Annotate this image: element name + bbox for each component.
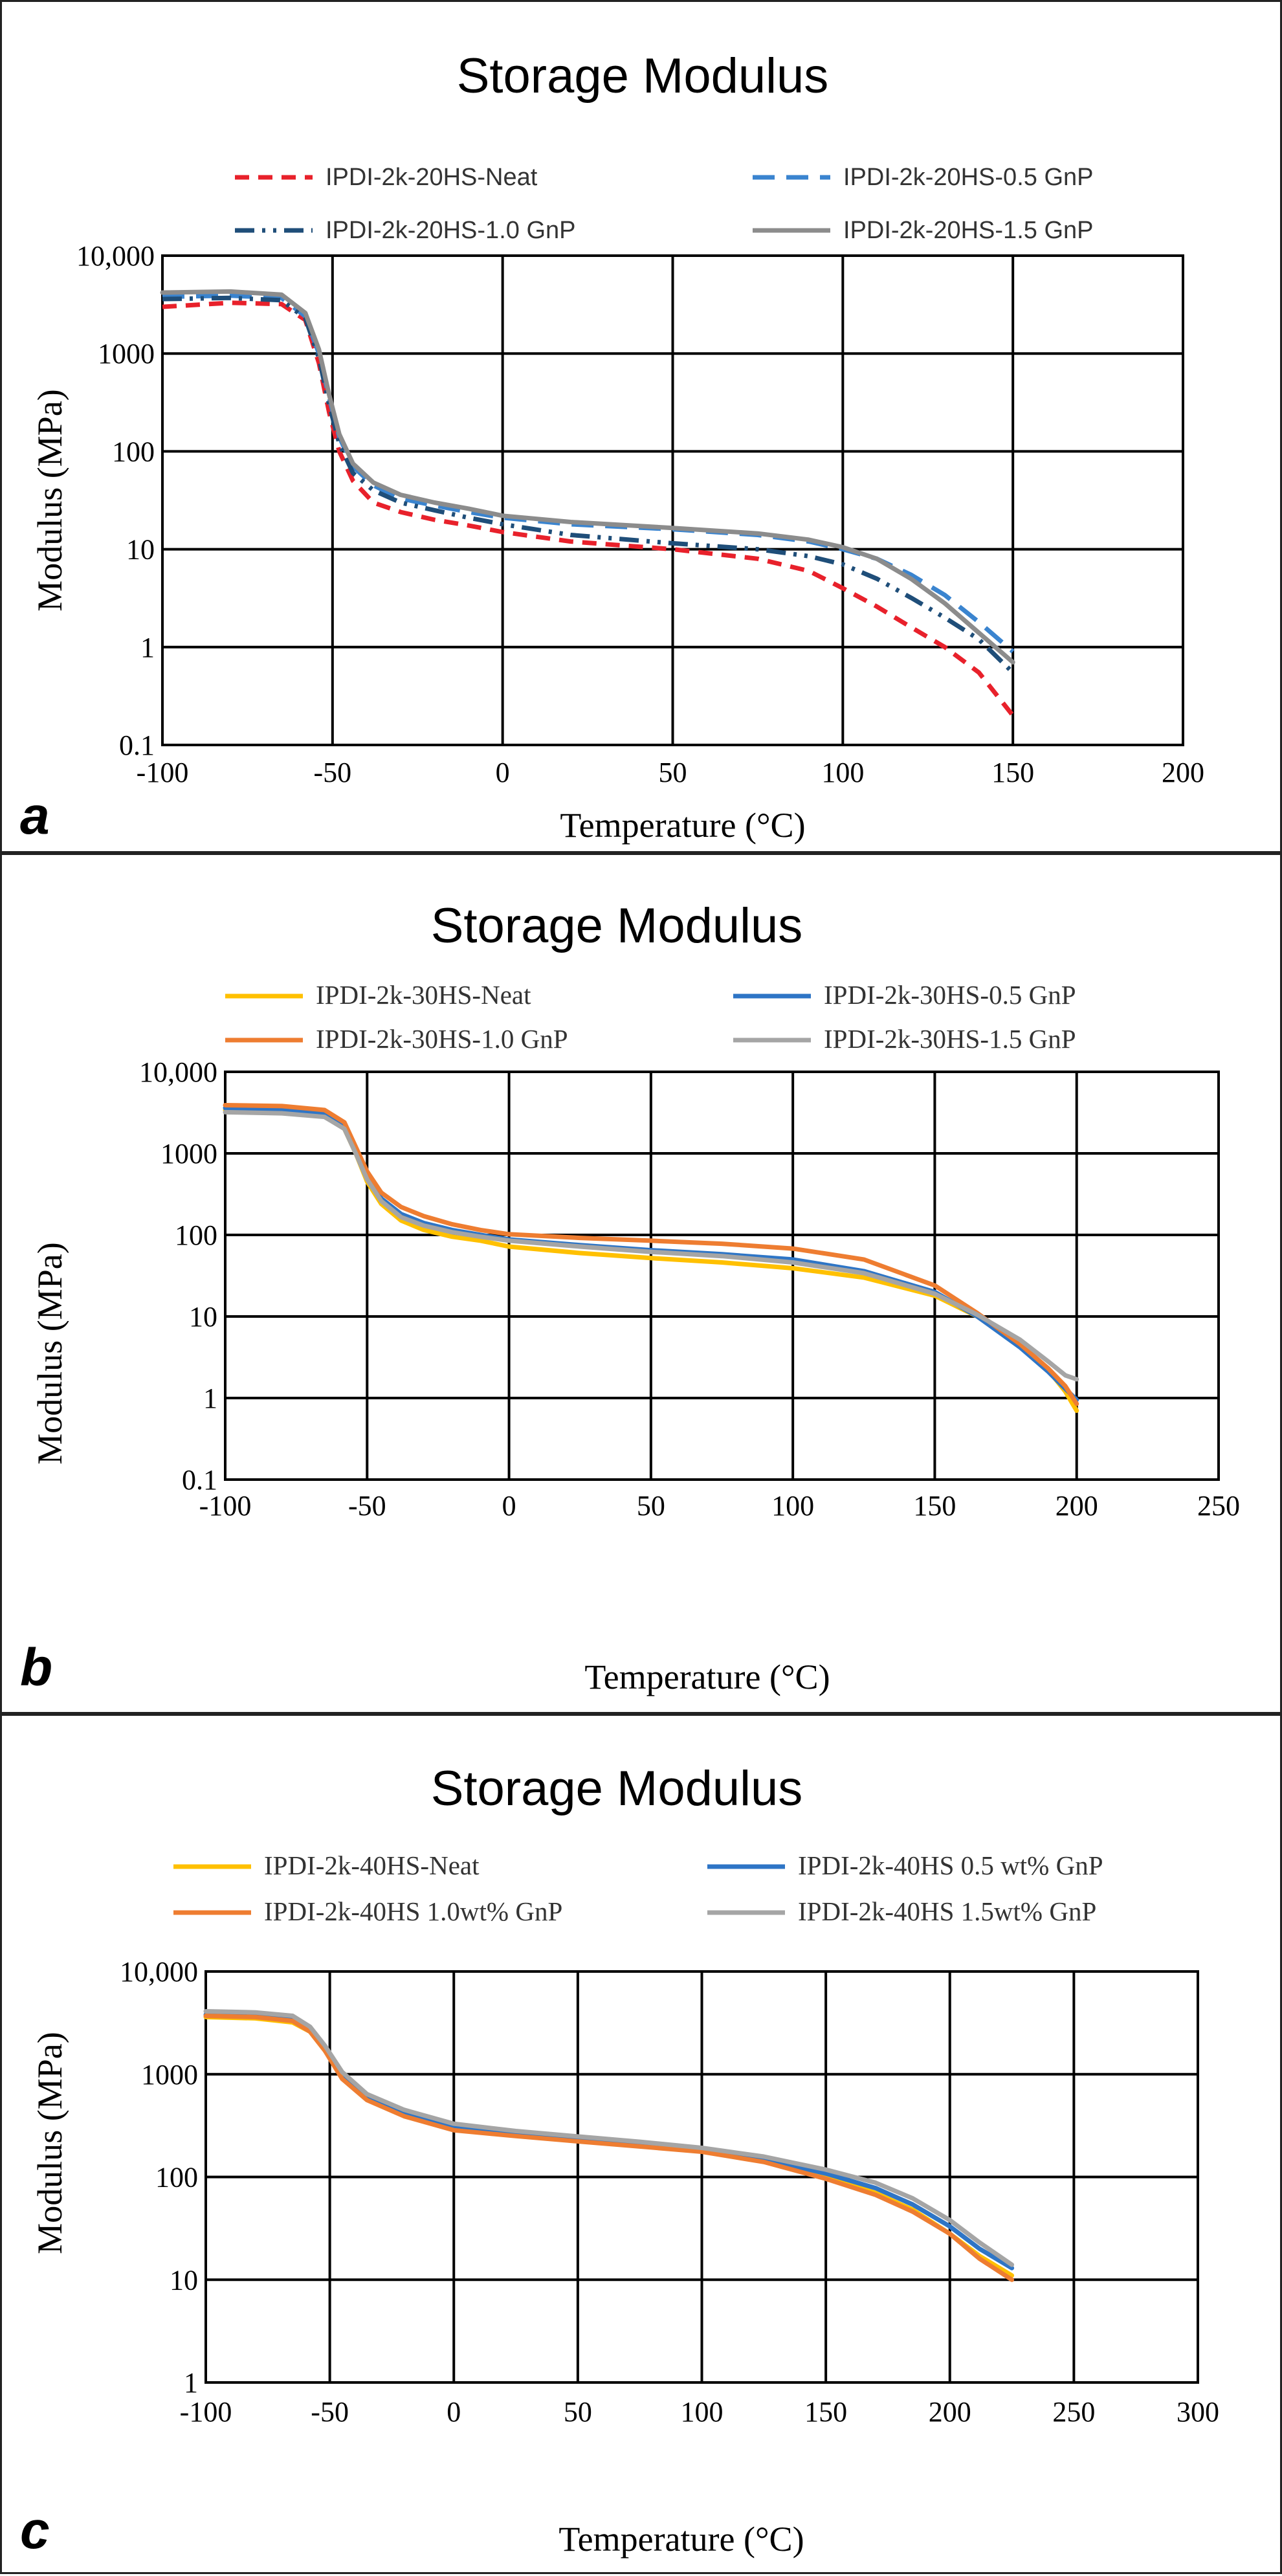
plot-area: -100 -50 0 50 100 150 200 250 300 1 10 100 1000 10,00…	[120, 1956, 1219, 2428]
x-tick-label: 100	[821, 757, 864, 788]
x-tick-label: 150	[991, 757, 1034, 788]
x-tick-label: 0	[502, 1490, 516, 1522]
chart-panel-a: Storage Modulus IPDI-2k-20HS-Neat IPDI-2k…	[0, 0, 1282, 853]
y-tick-label: 1000	[160, 1138, 217, 1170]
panel-label: c	[20, 2501, 50, 2560]
chart-svg-b: Storage Modulus IPDI-2k-30HS-Neat IPDI-2k…	[20, 898, 1240, 1697]
x-tick-label: 200	[1055, 1490, 1098, 1522]
chart-panel-c: Storage Modulus IPDI-2k-40HS-Neat IPDI-2k…	[0, 1714, 1282, 2574]
chart-title: Storage Modulus	[431, 1761, 803, 1816]
x-tick-label: 250	[1197, 1490, 1240, 1522]
x-tick-label: 50	[564, 2396, 592, 2428]
legend-label: IPDI-2k-30HS-1.0 GnP	[316, 1024, 568, 1054]
y-tick-label: 1	[184, 2367, 198, 2399]
y-tick-label: 100	[175, 1219, 217, 1251]
series-line-2	[203, 2014, 1015, 2282]
legend-label: IPDI-2k-40HS 0.5 wt% GnP	[798, 1850, 1103, 1880]
plot-area: -100 -50 0 50 100 150 200 0.1 1 10 100 1000 10,000	[76, 240, 1204, 788]
series-line-3	[203, 2009, 1015, 2267]
x-tick-label: 100	[771, 1490, 814, 1522]
x-tick-label: 250	[1052, 2396, 1095, 2428]
x-tick-label: -50	[348, 1490, 386, 1522]
panel-label: a	[20, 786, 50, 845]
y-tick-label: 10	[170, 2264, 198, 2296]
series-line-1	[162, 293, 1015, 654]
y-tick-label: 0.1	[182, 1464, 217, 1496]
legend: IPDI-2k-40HS-Neat IPDI-2k-40HS 0.5 wt% Gn…	[173, 1850, 1103, 1926]
legend: IPDI-2k-30HS-Neat IPDI-2k-30HS-0.5 GnP IPD…	[225, 980, 1076, 1054]
legend-label: IPDI-2k-20HS-0.5 GnP	[843, 164, 1093, 191]
chart-title: Storage Modulus	[431, 898, 803, 953]
y-axis-label: Modulus (MPa)	[30, 1242, 69, 1465]
x-tick-label: 100	[681, 2396, 724, 2428]
x-tick-label: 150	[913, 1490, 956, 1522]
y-tick-label: 10	[189, 1301, 217, 1333]
series-line-3	[160, 289, 1015, 665]
series-line-3	[223, 1109, 1079, 1382]
x-tick-label: 300	[1177, 2396, 1219, 2428]
y-axis-label: Modulus (MPa)	[30, 2032, 69, 2254]
panel-label: b	[20, 1638, 52, 1697]
x-tick-label: -100	[180, 2396, 232, 2428]
legend-label: IPDI-2k-20HS-1.0 GnP	[326, 217, 575, 244]
chart-title: Storage Modulus	[457, 49, 829, 104]
y-tick-label: 100	[155, 2162, 198, 2193]
x-tick-label: 200	[1162, 757, 1204, 788]
legend-label: IPDI-2k-20HS-Neat	[326, 164, 538, 191]
y-tick-label: 1	[140, 632, 155, 663]
x-tick-label: -100	[137, 757, 189, 788]
y-tick-label: 0.1	[119, 729, 155, 761]
y-tick-label: 1	[203, 1382, 217, 1414]
series-line-0	[162, 300, 1015, 717]
chart-svg-a: Storage Modulus IPDI-2k-20HS-Neat IPDI-2k…	[20, 49, 1204, 845]
x-axis-label: Temperature (°C)	[560, 806, 805, 845]
x-axis-label: Temperature (°C)	[558, 2520, 804, 2559]
y-tick-label: 10,000	[120, 1956, 198, 1988]
legend-label: IPDI-2k-40HS 1.5wt% GnP	[798, 1896, 1096, 1926]
plot-frame	[161, 254, 1184, 746]
x-tick-label: -50	[314, 757, 352, 788]
x-tick-label: -50	[311, 2396, 349, 2428]
legend-label: IPDI-2k-30HS-Neat	[316, 980, 531, 1010]
y-tick-label: 100	[112, 436, 155, 467]
x-tick-label: 50	[659, 757, 687, 788]
legend: IPDI-2k-20HS-Neat IPDI-2k-20HS-0.5 GnP IPD…	[235, 164, 1093, 244]
x-axis-label: Temperature (°C)	[584, 1658, 830, 1696]
chart-svg-c: Storage Modulus IPDI-2k-40HS-Neat IPDI-2k…	[20, 1761, 1219, 2560]
y-tick-label: 1000	[141, 2059, 198, 2091]
series-line-2	[162, 295, 1015, 674]
y-tick-label: 1000	[98, 338, 155, 370]
legend-label: IPDI-2k-20HS-1.5 GnP	[843, 217, 1093, 244]
y-tick-label: 10,000	[139, 1056, 217, 1088]
y-tick-label: 10	[126, 534, 155, 566]
x-tick-label: 0	[447, 2396, 461, 2428]
x-tick-label: -100	[199, 1490, 252, 1522]
plot-area: -100 -50 0 50 100 150 200 250 0.1 1 10 100 1000 10,00…	[139, 1056, 1240, 1522]
plot-frame	[224, 1071, 1220, 1481]
legend-label: IPDI-2k-30HS-0.5 GnP	[824, 980, 1076, 1010]
legend-label: IPDI-2k-40HS 1.0wt% GnP	[264, 1896, 562, 1926]
legend-label: IPDI-2k-30HS-1.5 GnP	[824, 1024, 1076, 1054]
x-tick-label: 150	[804, 2396, 847, 2428]
x-tick-label: 50	[637, 1490, 665, 1522]
x-tick-label: 0	[496, 757, 510, 788]
y-tick-label: 10,000	[76, 240, 155, 272]
legend-label: IPDI-2k-40HS-Neat	[264, 1850, 480, 1880]
chart-panel-b: Storage Modulus IPDI-2k-30HS-Neat IPDI-2k…	[0, 853, 1282, 1714]
y-axis-label: Modulus (MPa)	[30, 389, 69, 612]
plot-frame	[204, 1970, 1199, 2384]
x-tick-label: 200	[929, 2396, 971, 2428]
